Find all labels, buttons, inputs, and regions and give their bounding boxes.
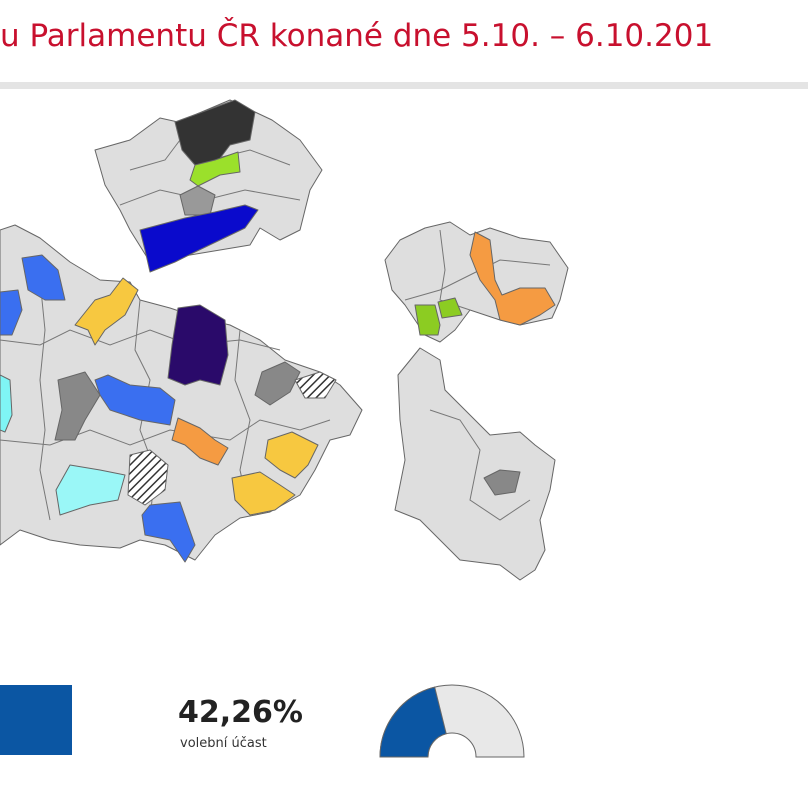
gauge-fill (379, 686, 447, 758)
turnout-value: 42,26% (178, 695, 303, 730)
divider (0, 82, 808, 89)
page-title: u Parlamentu ČR konané dne 5.10. – 6.10.… (0, 18, 714, 54)
turnout-caption: volební účast (180, 736, 267, 751)
colored-districts (0, 99, 556, 563)
party-color-box (0, 685, 72, 755)
